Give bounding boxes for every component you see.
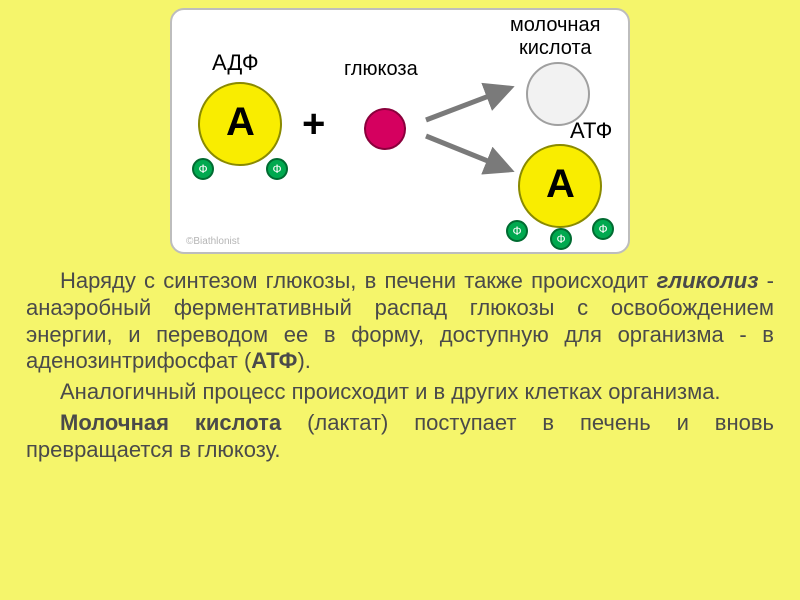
phosphate-icon: Ф bbox=[550, 228, 572, 250]
p1-text-a: Наряду с синтезом глюкозы, в печени такж… bbox=[60, 268, 657, 293]
copyright-text: ©Biathlonist bbox=[186, 236, 240, 247]
p1-glycolysis: гликолиз bbox=[657, 268, 759, 293]
lactic-circle bbox=[526, 62, 590, 126]
description-text: Наряду с синтезом глюкозы, в печени такж… bbox=[0, 260, 800, 600]
page: АДФАглюкозамолочная кислотаАТФАФФФФФ+©Bi… bbox=[0, 0, 800, 600]
lactic-label: молочная кислота bbox=[510, 14, 600, 60]
phosphate-icon: Ф bbox=[506, 220, 528, 242]
phosphate-icon: Ф bbox=[592, 218, 614, 240]
adp-letter: А bbox=[226, 100, 255, 145]
phosphate-icon: Ф bbox=[192, 158, 214, 180]
atp-label: АТФ bbox=[570, 118, 612, 144]
p1-text-e: ). bbox=[297, 348, 310, 373]
plus-sign: + bbox=[302, 102, 325, 147]
arrow-icon bbox=[426, 88, 510, 120]
diagram-container: АДФАглюкозамолочная кислотаАТФАФФФФФ+©Bi… bbox=[0, 0, 800, 260]
paragraph-1: Наряду с синтезом глюкозы, в печени такж… bbox=[26, 268, 774, 375]
paragraph-3: Молочная кислота (лактат) поступает в пе… bbox=[26, 410, 774, 464]
glycolysis-diagram: АДФАглюкозамолочная кислотаАТФАФФФФФ+©Bi… bbox=[170, 8, 630, 254]
arrow-icon bbox=[426, 136, 510, 170]
adp-label: АДФ bbox=[212, 50, 259, 76]
p2-text: Аналогичный процесс происходит и в други… bbox=[60, 379, 721, 404]
paragraph-2: Аналогичный процесс происходит и в други… bbox=[26, 379, 774, 406]
phosphate-icon: Ф bbox=[266, 158, 288, 180]
atp-letter: А bbox=[546, 162, 575, 207]
glucose-label: глюкоза bbox=[344, 58, 418, 81]
p1-atp: АТФ bbox=[251, 348, 297, 373]
p3-lactic: Молочная кислота bbox=[60, 410, 281, 435]
glucose-circle bbox=[364, 108, 406, 150]
